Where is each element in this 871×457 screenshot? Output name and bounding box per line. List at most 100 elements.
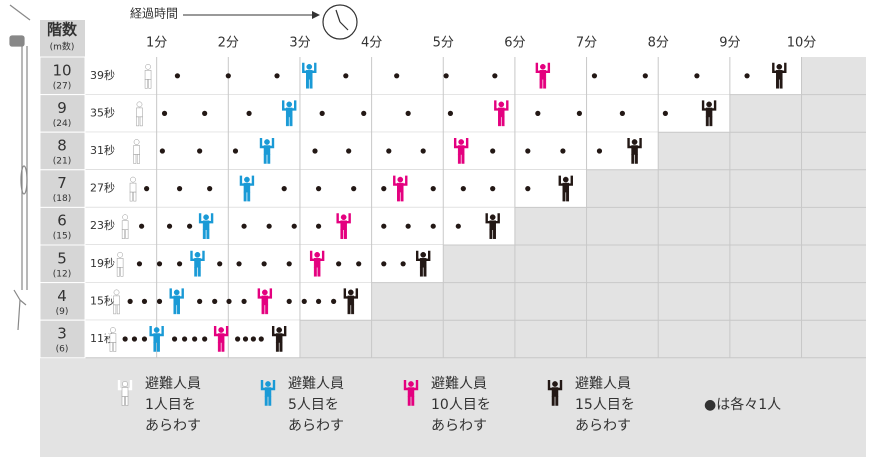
figure-head	[262, 290, 267, 295]
figure-head	[348, 290, 353, 295]
x-tick-label: 6分	[504, 36, 525, 51]
figure-leg	[776, 79, 778, 88]
figure-leg	[207, 230, 209, 239]
floor-height: (9)	[56, 307, 69, 317]
figure-head	[277, 327, 282, 332]
floor-number: 3	[57, 325, 67, 343]
person-dot	[235, 336, 240, 341]
person-dot	[241, 224, 246, 229]
figure-leg	[635, 155, 637, 164]
figure-body	[458, 146, 464, 155]
person-dot	[356, 261, 361, 266]
figure-leg	[218, 343, 220, 352]
figure-head	[777, 64, 782, 69]
figure-head	[459, 139, 464, 144]
figure-body	[194, 258, 200, 267]
figure-head	[145, 64, 150, 69]
figure-body	[136, 108, 142, 117]
floor-number: 8	[57, 137, 67, 155]
figure-leg	[269, 397, 271, 406]
person-dot	[226, 73, 231, 78]
figure-leg	[265, 397, 267, 406]
figure-body	[348, 296, 354, 305]
figure-head	[244, 177, 249, 182]
figure-body	[174, 296, 180, 305]
person-dot	[592, 73, 597, 78]
figure-leg	[420, 267, 422, 276]
figure-leg	[264, 155, 266, 164]
time-label: 39秒	[90, 68, 115, 82]
legend-text: 10人目を	[431, 397, 491, 413]
figure-head	[398, 177, 403, 182]
person-dot	[267, 224, 272, 229]
person-dot	[251, 336, 256, 341]
figure-leg	[117, 267, 119, 276]
clock-icon	[323, 5, 357, 39]
figure-leg	[121, 267, 123, 276]
person-dot	[406, 224, 411, 229]
figure-leg	[122, 397, 124, 406]
person-dot	[346, 148, 351, 153]
figure-body	[498, 108, 504, 117]
floor-number: 7	[57, 174, 67, 192]
figure-head	[130, 177, 135, 182]
floor-number: 10	[52, 61, 71, 79]
person-dot	[142, 336, 147, 341]
person-dot	[744, 73, 749, 78]
floor-height: (12)	[53, 269, 71, 279]
figure-leg	[177, 305, 179, 314]
person-dot	[312, 148, 317, 153]
person-dot	[316, 186, 321, 191]
person-dot	[444, 73, 449, 78]
figure-leg	[401, 192, 403, 201]
person-dot	[217, 261, 222, 266]
person-dot	[361, 111, 366, 116]
figure-leg	[134, 192, 136, 201]
figure-body	[490, 221, 496, 230]
figure-leg	[341, 230, 343, 239]
figure-leg	[222, 343, 224, 352]
figure-body	[397, 183, 403, 192]
person-dot	[192, 336, 197, 341]
figure-body	[306, 70, 312, 79]
figure-body	[122, 388, 128, 397]
person-dot	[142, 299, 147, 304]
figure-head	[154, 327, 159, 332]
figure-leg	[137, 155, 139, 164]
person-dot	[694, 73, 699, 78]
figure-body	[776, 70, 782, 79]
person-dot	[132, 336, 137, 341]
figure-head	[563, 177, 568, 182]
figure-leg	[314, 267, 316, 276]
axis-arrow	[183, 11, 320, 19]
person-dot	[316, 299, 321, 304]
figure-body	[117, 258, 123, 267]
person-dot	[525, 186, 530, 191]
person-dot	[262, 261, 267, 266]
person-dot	[643, 73, 648, 78]
person-dot	[207, 186, 212, 191]
figure-leg	[149, 79, 151, 88]
figure-head	[123, 215, 128, 220]
person-dot	[292, 224, 297, 229]
person-dot	[490, 186, 495, 191]
figure-leg	[318, 267, 320, 276]
figure-leg	[566, 192, 568, 201]
legend-text: 5人目を	[288, 397, 339, 413]
x-tick-label: 5分	[433, 36, 454, 51]
figure-leg	[248, 192, 250, 201]
legend-text: 避難人員	[431, 376, 487, 392]
person-dot	[202, 111, 207, 116]
person-dot	[406, 111, 411, 116]
figure-body	[276, 334, 282, 343]
person-dot	[243, 336, 248, 341]
figure-leg	[408, 397, 410, 406]
figure-head	[114, 290, 119, 295]
figure-head	[307, 64, 312, 69]
figure-head	[287, 102, 292, 107]
person-dot	[386, 148, 391, 153]
person-dot	[394, 73, 399, 78]
legend-text: あらわす	[431, 418, 487, 434]
floor-number: 4	[57, 287, 67, 305]
person-dot	[162, 111, 167, 116]
